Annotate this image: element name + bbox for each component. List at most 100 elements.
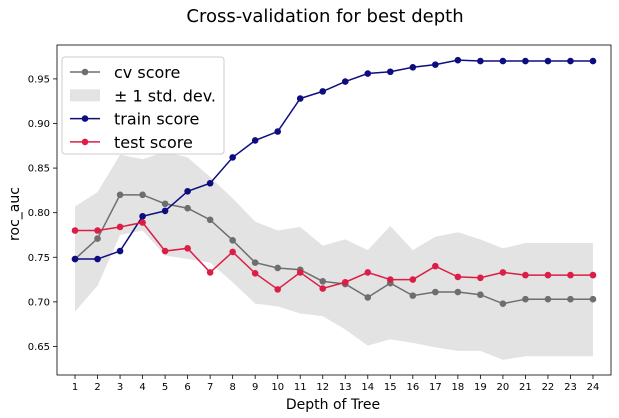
- legend-label: test score: [114, 133, 193, 152]
- test-score-point: [229, 248, 236, 256]
- cv-score-point: [567, 295, 574, 303]
- cv-score-point: [319, 278, 327, 285]
- legend-label: train score: [114, 110, 199, 129]
- train-score-point: [274, 128, 282, 135]
- y-tick-label: 0.85: [28, 164, 50, 175]
- train-score-point: [161, 207, 169, 215]
- x-tick-label: 24: [587, 382, 600, 393]
- train-score-point: [499, 57, 507, 65]
- legend-marker-swatch: [81, 115, 89, 122]
- cv-score-point: [116, 191, 124, 199]
- cv-score-line: [74, 194, 593, 305]
- x-tick-label: 5: [162, 382, 168, 393]
- x-axis-title: Depth of Tree: [286, 397, 380, 413]
- legend-entry-1-std-dev: ± 1 std. dev.: [70, 86, 216, 105]
- y-tick-label: 0.80: [28, 208, 50, 219]
- cv-score-point: [184, 204, 191, 212]
- train-score-point: [409, 64, 417, 71]
- test-score-point: [184, 245, 191, 252]
- x-tick-label: 15: [384, 382, 397, 393]
- test-score-point: [139, 219, 146, 226]
- cv-score-point: [161, 200, 169, 208]
- test-score-point: [161, 247, 169, 255]
- cv-score-point: [94, 235, 101, 242]
- x-tick-label: 11: [294, 382, 307, 393]
- test-score-point: [274, 286, 282, 293]
- cv-score-point: [544, 295, 552, 303]
- legend-entry-cv-score: cv score: [70, 63, 180, 82]
- train-score-point: [341, 78, 349, 85]
- cv-score-point: [432, 288, 439, 296]
- test-score-line: [75, 221, 593, 291]
- test-score-point: [94, 227, 101, 234]
- test-score-point: [454, 273, 462, 281]
- x-tick-label: 2: [94, 382, 100, 393]
- train-score-point: [116, 247, 124, 255]
- legend-label: ± 1 std. dev.: [114, 86, 216, 105]
- x-tick-label: 23: [564, 382, 577, 393]
- axes-frame: [56, 44, 612, 376]
- test-score-point: [364, 269, 372, 276]
- series-test-score: [71, 219, 597, 293]
- legend-band-swatch: [70, 89, 100, 102]
- x-tick-label: 18: [451, 382, 464, 393]
- cv-score-point: [499, 300, 507, 307]
- test-score-point: [544, 271, 552, 279]
- train-score-point: [477, 57, 484, 65]
- y-tick-label: 0.65: [28, 342, 50, 353]
- x-tick-label: 21: [519, 382, 532, 393]
- test-score-point: [477, 274, 484, 282]
- cv-score-point: [251, 259, 259, 266]
- y-axis: 0.65 0.70 0.75 0.80 0.85 0.90 0.95: [28, 74, 57, 353]
- cv-score-point: [522, 295, 529, 303]
- train-score-point: [206, 179, 214, 187]
- x-tick-label: 20: [497, 382, 510, 393]
- train-score-point: [94, 255, 101, 263]
- test-score-point: [522, 271, 529, 279]
- train-score-point: [522, 57, 529, 65]
- train-score-point: [387, 68, 394, 76]
- x-axis: 1 2 3 4 5 6 7 8 9 10 11 12 13 14 15 16 17 18 19 20 21 22 23 24: [72, 375, 600, 393]
- train-score-point: [296, 95, 304, 102]
- x-tick-label: 19: [474, 382, 487, 393]
- train-score-point: [139, 212, 146, 220]
- std-dev-band: [75, 152, 593, 360]
- test-score-point: [71, 227, 79, 234]
- legend-label: cv score: [114, 63, 180, 82]
- train-score-point: [454, 56, 462, 64]
- chart-title: Cross-validation for best depth: [186, 6, 463, 27]
- legend: cv score ± 1 std. dev. train score test sco…: [61, 56, 225, 155]
- cv-score-point: [589, 295, 597, 303]
- x-tick-label: 16: [406, 382, 419, 393]
- test-score-point: [319, 285, 327, 292]
- x-tick-label: 13: [339, 382, 352, 393]
- x-tick-label: 8: [229, 382, 235, 393]
- x-tick-label: 10: [271, 382, 284, 393]
- legend-entry-train-score: train score: [70, 110, 199, 129]
- x-tick-label: 12: [316, 382, 329, 393]
- cv-score-point: [206, 216, 214, 224]
- cv-score-point: [139, 191, 146, 199]
- train-score-point: [229, 154, 236, 161]
- train-score-point: [251, 137, 259, 144]
- x-tick-label: 7: [207, 382, 213, 393]
- x-tick-label: 6: [184, 382, 190, 393]
- x-tick-label: 17: [429, 382, 442, 393]
- train-score-point: [544, 57, 552, 65]
- test-score-point: [589, 271, 597, 279]
- train-score-point: [432, 61, 439, 68]
- test-score-point: [499, 269, 507, 276]
- test-score-point: [432, 262, 439, 270]
- x-tick-label: 14: [361, 382, 374, 393]
- train-score-point: [364, 70, 372, 77]
- legend-marker-swatch: [81, 138, 89, 146]
- train-score-point: [184, 187, 191, 195]
- x-tick-label: 1: [72, 382, 78, 393]
- y-tick-label: 0.75: [28, 253, 50, 264]
- test-score-point: [116, 223, 124, 231]
- test-score-point: [409, 276, 417, 283]
- train-score-point: [319, 88, 327, 95]
- cv-score-point: [274, 264, 282, 272]
- test-score-point: [341, 278, 349, 286]
